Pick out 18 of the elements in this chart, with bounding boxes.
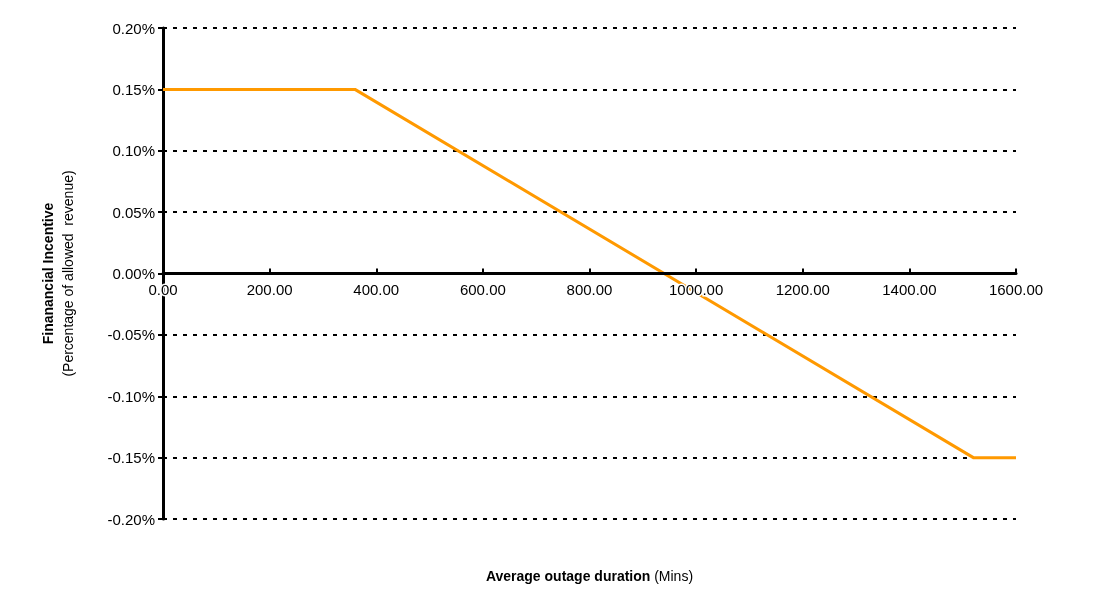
x-tick-label: 800.00	[566, 280, 613, 298]
y-tick-label: 0.15%	[112, 80, 155, 98]
x-tick-label: 400.00	[353, 280, 400, 298]
y-tick-label: 0.05%	[112, 203, 155, 221]
y-axis-title: Finanancial Incentive (Percentage of allowed revenue)	[40, 170, 76, 377]
x-axis-title: Average outage duration (Mins)	[485, 568, 694, 584]
y-tick-label: -0.10%	[107, 387, 155, 405]
y-tick-label: -0.05%	[107, 326, 155, 344]
x-tick-label: 1200.00	[775, 280, 830, 298]
y-tick-label: 0.00%	[112, 265, 155, 282]
x-tick-label: 1600.00	[988, 280, 1044, 298]
y-tick-label: 0.20%	[112, 19, 155, 37]
x-tick-label: 1400.00	[882, 280, 937, 298]
y-tick-label: -0.15%	[107, 449, 155, 467]
x-tick-label: 200.00	[246, 280, 293, 298]
y-tick-label: 0.10%	[112, 142, 155, 160]
y-tick-label: -0.20%	[107, 510, 155, 528]
x-tick-label: 600.00	[459, 280, 506, 298]
